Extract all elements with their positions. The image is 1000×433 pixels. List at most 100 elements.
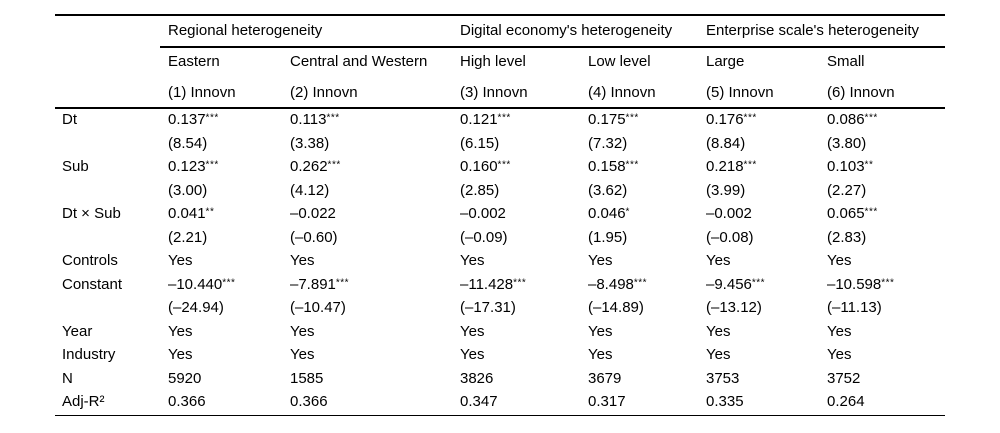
spanner-row: Regional heterogeneity Digital economy's … [55, 15, 945, 46]
cell-value: (–0.60) [290, 228, 338, 246]
cell-value: Yes [168, 322, 193, 340]
cell-value: 0.175 [588, 111, 626, 129]
spanner-1: Digital economy's heterogeneity [460, 22, 673, 39]
cell-value: Yes [168, 346, 193, 364]
significance-stars: *** [513, 277, 527, 289]
table-cell: (3.00) [168, 179, 290, 203]
significance-stars: *** [222, 277, 236, 289]
model-header-1: (2) Innovn [290, 84, 358, 101]
table-row: N 5920 1585 3826 3679 3753 3752 [55, 367, 945, 391]
significance-stars: *** [625, 159, 639, 171]
table-cell: (2.83) [827, 226, 945, 250]
cell-value: Yes [290, 346, 315, 364]
table-bottom-rule [55, 414, 945, 416]
table-cell: 0.160*** [460, 155, 588, 179]
cell-value: 0.158 [588, 158, 626, 176]
table-cell: 0.366 [290, 390, 460, 414]
table-cell: 1585 [290, 367, 460, 391]
row-label [55, 296, 168, 320]
cell-value: (3.38) [290, 134, 330, 152]
significance-stars: *** [751, 277, 766, 289]
cell-value: (–17.31) [460, 299, 516, 317]
cell-value: Yes [588, 346, 613, 364]
table-row: (8.54) (3.38) (6.15) (7.32) (8.84) (3.80) [55, 132, 945, 156]
cell-value: (–13.12) [706, 299, 762, 317]
significance-stars: *** [327, 159, 341, 171]
cell-value: 0.137 [168, 111, 206, 129]
table-cell: (8.54) [168, 132, 290, 156]
table-cell: (4.12) [290, 179, 460, 203]
table-cell: (–24.94) [168, 296, 290, 320]
cell-value: –8.498 [588, 275, 634, 293]
row-label: Sub [62, 158, 89, 176]
table-cell: Yes [827, 320, 945, 344]
table-cell: 3752 [827, 367, 945, 391]
table-cell: (6.15) [460, 132, 588, 156]
table-cell: 0.086*** [827, 108, 945, 132]
stub-blank [55, 77, 168, 108]
cell-value: (–10.47) [290, 299, 346, 317]
table-cell: (3.99) [706, 179, 827, 203]
model-header-0: (1) Innovn [168, 84, 236, 101]
cell-value: Yes [290, 252, 315, 270]
cell-value: 0.262 [290, 158, 328, 176]
significance-stars: *** [497, 112, 511, 124]
table-cell: (1.95) [588, 226, 706, 250]
table-row: (3.00) (4.12) (2.85) (3.62) (3.99) (2.27) [55, 179, 945, 203]
cell-value: (1.95) [588, 228, 628, 246]
cell-value: 0.176 [706, 111, 744, 129]
table-cell: Yes [588, 343, 706, 367]
column-header-5: Small [827, 53, 865, 70]
cell-value: (8.84) [706, 134, 746, 152]
table-cell: –8.498*** [588, 273, 706, 297]
table-cell: 5920 [168, 367, 290, 391]
significance-stars: *** [625, 112, 639, 124]
model-header-5: (6) Innovn [827, 84, 895, 101]
stub-header [55, 15, 168, 46]
model-header-4: (5) Innovn [706, 84, 774, 101]
table-cell: 3679 [588, 367, 706, 391]
cell-value: Yes [460, 346, 485, 364]
table-cell: Yes [588, 320, 706, 344]
cell-value: (–0.09) [460, 228, 508, 246]
table-cell: 0.317 [588, 390, 706, 414]
cell-value: 0.218 [706, 158, 744, 176]
table-cell: Yes [460, 343, 588, 367]
table-row: Year Yes Yes Yes Yes Yes Yes [55, 320, 945, 344]
cell-value: (6.15) [460, 134, 500, 152]
table-cell: Yes [290, 249, 460, 273]
table-cell: –0.022 [290, 202, 460, 226]
cell-value: 0.086 [827, 111, 865, 129]
table-cell: (–10.47) [290, 296, 460, 320]
cell-value: –11.428 [460, 275, 514, 293]
table-cell: Yes [290, 320, 460, 344]
table-cell: (–0.60) [290, 226, 460, 250]
cell-value: 0.366 [290, 393, 328, 411]
table-cell: 0.137*** [168, 108, 290, 132]
row-label: Dt × Sub [62, 205, 121, 223]
significance-stars: *** [864, 206, 878, 218]
table-cell: (–17.31) [460, 296, 588, 320]
cell-value: (7.32) [588, 134, 628, 152]
model-header-row: (1) Innovn (2) Innovn (3) Innovn (4) Innovn… [55, 77, 945, 108]
table-cell: –11.428*** [460, 273, 588, 297]
significance-stars: *** [326, 112, 340, 124]
significance-stars: *** [864, 112, 878, 124]
table-cell: (2.21) [168, 226, 290, 250]
cell-value: –0.022 [290, 205, 336, 223]
significance-stars: ** [864, 159, 874, 171]
cell-value: (8.54) [168, 134, 208, 152]
table-cell: (7.32) [588, 132, 706, 156]
significance-stars: *** [205, 112, 219, 124]
table-row: Dt × Sub 0.041** –0.022 –0.002 0.046* –0.002 0… [55, 202, 945, 226]
cell-value: (2.21) [168, 228, 208, 246]
cell-value: 0.335 [706, 393, 744, 411]
cell-value: 3826 [460, 369, 494, 387]
table-cell: Yes [588, 249, 706, 273]
table-cell: 3826 [460, 367, 588, 391]
significance-stars: ** [205, 206, 215, 218]
table-cell: 0.158*** [588, 155, 706, 179]
cell-value: (3.99) [706, 181, 746, 199]
table-cell: 0.176*** [706, 108, 827, 132]
